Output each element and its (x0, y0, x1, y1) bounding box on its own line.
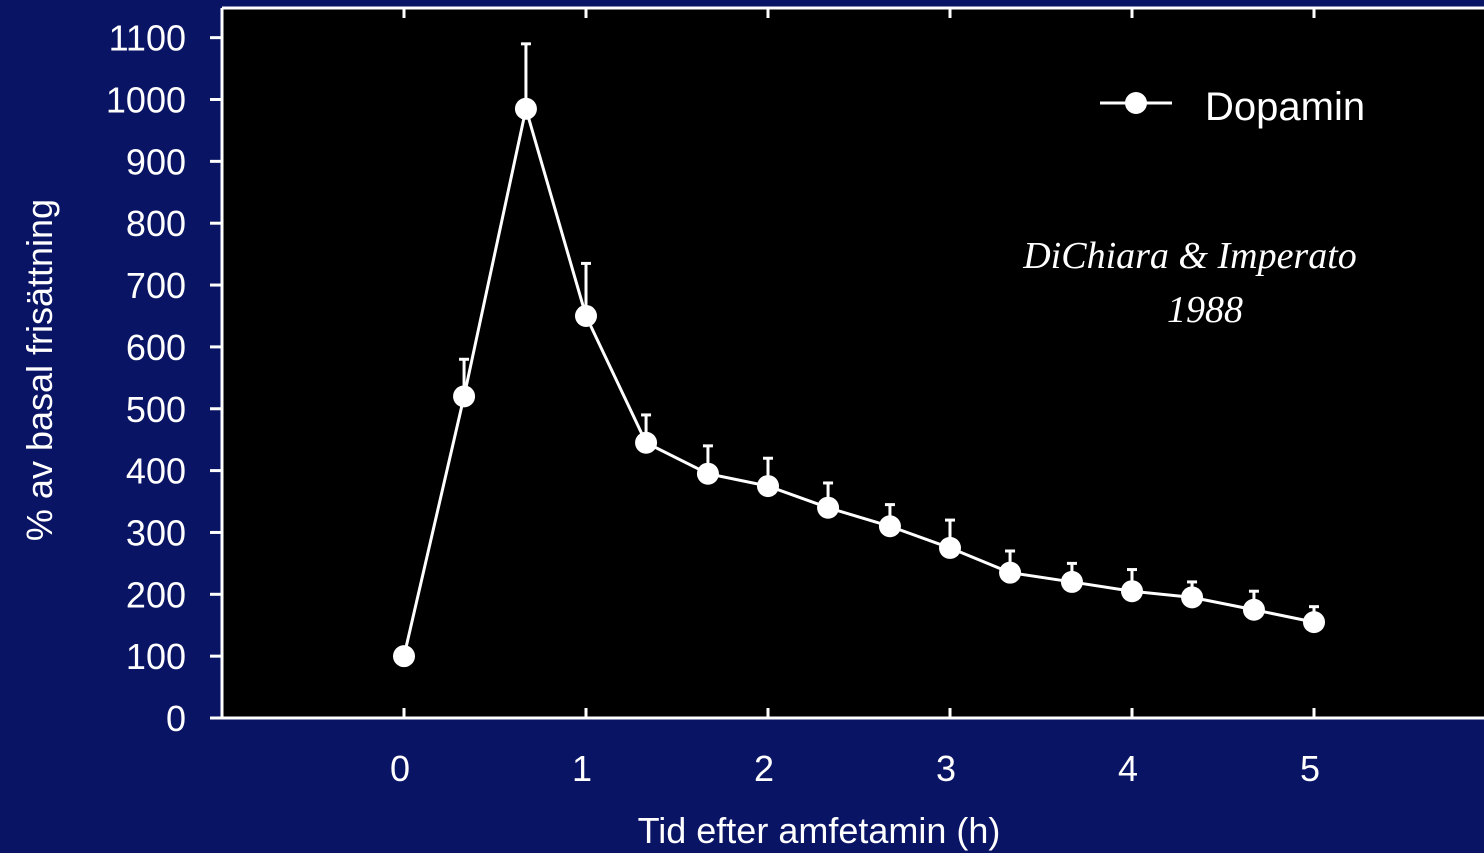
x-tick-label: 3 (936, 748, 956, 789)
legend-label-dopamin: Dopamin (1205, 85, 1365, 129)
data-point (757, 475, 779, 498)
y-tick-label: 100 (126, 636, 186, 677)
y-tick-label: 200 (126, 574, 186, 615)
x-tick-label: 0 (390, 748, 410, 789)
data-point (878, 515, 901, 538)
data-point (575, 304, 597, 327)
legend: Dopamin (1100, 85, 1365, 129)
plot-area (222, 8, 1484, 718)
data-point (939, 536, 961, 559)
y-tick-label: 900 (126, 141, 186, 182)
data-point (1181, 586, 1204, 609)
data-point (817, 496, 840, 519)
series-layer (393, 42, 1325, 668)
y-tick-label: 300 (126, 512, 186, 553)
x-tick-label: 5 (1300, 748, 1320, 789)
data-point (696, 462, 719, 485)
y-tick-label: 700 (126, 265, 186, 306)
y-tick-label: 400 (126, 451, 186, 492)
y-tick-label: 600 (126, 327, 186, 368)
y-tick-labels: 0 100 200 300 400 500 600 700 800 900 1000 1100 (106, 18, 186, 739)
data-point (514, 97, 537, 120)
data-point (1121, 580, 1143, 603)
citation-authors: DiChiara & Imperato (1022, 235, 1357, 277)
data-point (1303, 611, 1325, 634)
y-tick-label: 1100 (109, 18, 186, 59)
x-tick-label: 4 (1118, 748, 1138, 789)
citation-annotation: DiChiara & Imperato 1988 (1022, 235, 1357, 331)
y-tick-label: 800 (126, 203, 186, 244)
data-point (1060, 570, 1083, 593)
y-axis-title: % av basal frisättning (19, 199, 60, 541)
y-tick-label: 500 (126, 389, 186, 430)
legend-point-marker (1125, 92, 1147, 114)
data-point (453, 385, 476, 408)
y-tick-label: 0 (166, 698, 186, 739)
data-point (999, 561, 1022, 584)
x-tick-label: 1 (572, 748, 592, 789)
x-axis-title: Tid efter amfetamin (h) (638, 810, 1001, 851)
data-point (1242, 598, 1265, 621)
data-point (635, 431, 658, 454)
x-tick-labels: 0 1 2 3 4 5 (390, 748, 1320, 789)
data-point (393, 645, 415, 668)
y-tick-label: 1000 (106, 80, 186, 121)
citation-year: 1988 (1167, 289, 1243, 331)
series-line-dopamin (402, 108, 1315, 657)
x-tick-label: 2 (754, 748, 774, 789)
axes (210, 6, 1484, 720)
